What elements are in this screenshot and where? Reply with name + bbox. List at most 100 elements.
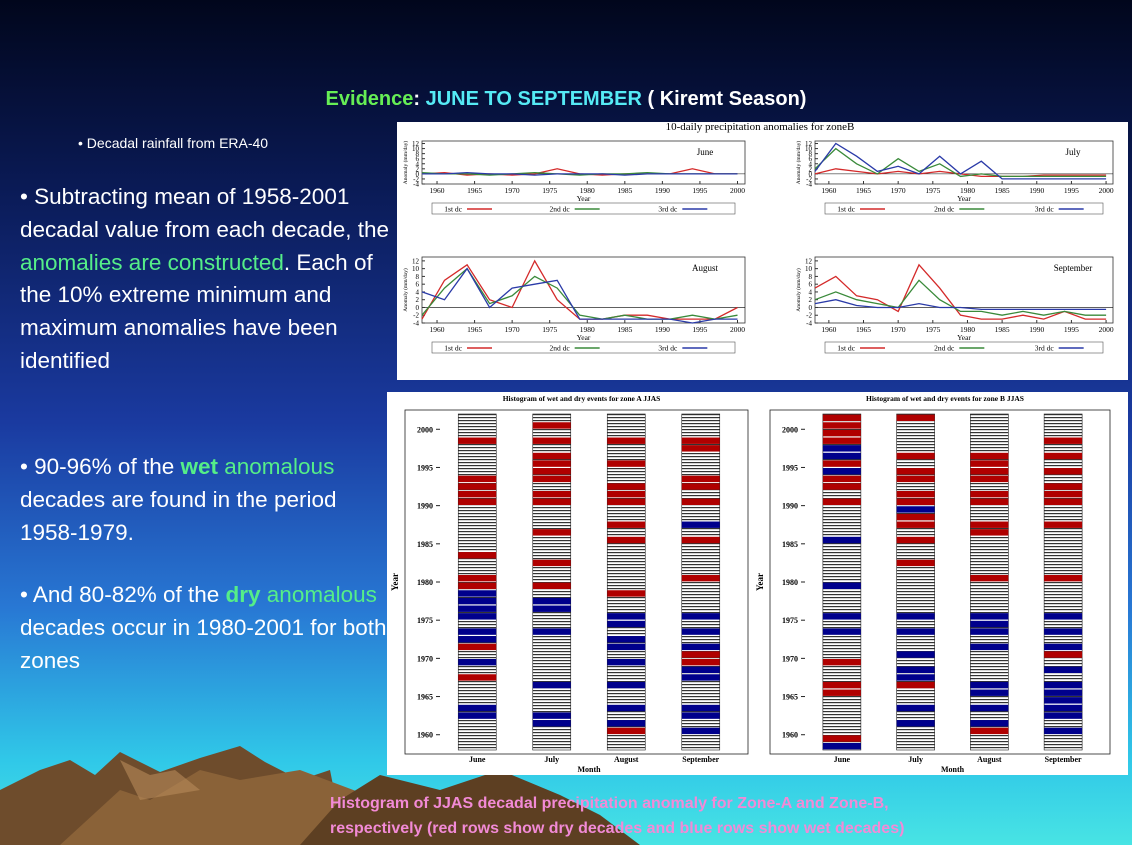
dry-decade (822, 475, 861, 483)
dry-decade (458, 674, 497, 681)
y-tick-label: 1965 (782, 693, 798, 702)
y-tick-label: 2000 (417, 425, 433, 434)
dry-decade (681, 437, 720, 444)
wet-decade (970, 689, 1009, 696)
x-tick-label: 1990 (655, 186, 670, 195)
y-tick-label: -4 (806, 181, 812, 189)
y-tick-label: 1975 (782, 616, 798, 625)
wet-decade (532, 720, 571, 727)
dry-decade (822, 422, 861, 429)
dry-decade (970, 468, 1009, 475)
wet-decade (458, 590, 497, 597)
dry-decade (532, 559, 571, 567)
x-tick-label: August (614, 755, 639, 764)
line-series (814, 263, 1107, 320)
y-tick-label: 0 (809, 304, 813, 312)
y-tick-label: 6 (809, 155, 813, 163)
dry-decade (970, 574, 1009, 582)
dry-decade (532, 475, 571, 483)
legend-label: 1st dc (444, 205, 462, 214)
title: Evidence: JUNE TO SEPTEMBER ( Kiremt Sea… (0, 88, 1132, 111)
caption: respectively (red rows show dry decades … (330, 820, 905, 837)
dry-decade (896, 536, 935, 544)
legend-label: 1st dc (837, 205, 855, 214)
wet-decade (822, 613, 861, 620)
bullet-text: anomalies are constructed (20, 249, 284, 275)
legend-box (824, 202, 1104, 215)
wet-decade (607, 613, 646, 620)
x-tick-label: June (834, 755, 851, 764)
y-tick-label: 1980 (417, 578, 433, 587)
y-tick-label: 1970 (782, 654, 798, 663)
y-axis-label: Anomaly (mm/day) (795, 268, 802, 312)
wet-decade (458, 704, 497, 712)
x-tick-label: June (469, 755, 486, 764)
x-tick-label: September (682, 755, 719, 764)
dry-decade (607, 727, 646, 735)
y-tick-label: 2 (809, 165, 813, 173)
dry-decade (458, 437, 497, 444)
x-tick-label: 1990 (655, 325, 670, 334)
line-series (814, 299, 1107, 311)
y-axis-label: Anomaly (mm/day) (795, 141, 802, 185)
dry-decade (822, 689, 861, 696)
wet-decade (607, 720, 646, 727)
dry-decade (896, 681, 935, 689)
y-tick-label: 1975 (417, 616, 433, 625)
wet-decade (607, 620, 646, 628)
dry-decade (458, 498, 497, 506)
dry-decade (896, 452, 935, 460)
dry-decade (1044, 483, 1083, 490)
wet-decade (607, 658, 646, 666)
dry-decade (607, 437, 646, 444)
plot-frame (404, 409, 749, 755)
x-tick-label: 1980 (960, 186, 975, 195)
wet-decade (970, 704, 1009, 712)
y-tick-label: 1970 (417, 654, 433, 663)
wet-decade (681, 643, 720, 651)
wet-decade (1044, 704, 1083, 712)
y-tick-label: -2 (806, 312, 812, 320)
y-tick-label: 1980 (782, 578, 798, 587)
dry-decade (896, 521, 935, 528)
wet-decade (822, 536, 861, 544)
bullet: • Subtracting mean of 1958-2001 decadal … (20, 181, 390, 378)
y-tick-label: 1995 (417, 463, 433, 472)
wet-decade (607, 636, 646, 643)
x-tick-label: 1990 (1029, 325, 1044, 334)
dry-decade (1044, 574, 1083, 582)
y-tick-label: 1990 (782, 502, 798, 511)
dry-decade (1044, 437, 1083, 444)
bullet-text: • Decadal rainfall from ERA-40 (78, 135, 269, 151)
panel-label: June (697, 147, 714, 157)
y-tick-label: 0 (416, 170, 420, 178)
dry-decade (970, 452, 1009, 460)
legend-box (431, 341, 736, 354)
wet-decade (681, 628, 720, 635)
legend-label: 1st dc (837, 344, 855, 353)
dry-decade (1044, 498, 1083, 506)
dry-decade (822, 429, 861, 437)
y-tick-label: 1990 (417, 502, 433, 511)
wet-decade (970, 681, 1009, 689)
wet-decade (970, 720, 1009, 727)
x-tick-label: 1960 (430, 325, 445, 334)
dry-decade (681, 658, 720, 666)
y-tick-label: 10 (805, 145, 813, 153)
bullet-text: • Subtracting mean of 1958-2001 decadal … (20, 184, 389, 242)
wet-decade (822, 452, 861, 460)
bullet-text: . Each of the 10% extreme minimum and ma… (20, 249, 373, 373)
wet-decade (1044, 666, 1083, 674)
y-tick-label: 4 (416, 160, 420, 168)
x-tick-label: 1985 (617, 325, 632, 334)
dry-decade (1044, 468, 1083, 475)
dry-decade (607, 490, 646, 498)
dry-decade (681, 445, 720, 452)
dry-decade (681, 475, 720, 483)
y-tick-label: -4 (806, 320, 812, 328)
legend-label: 3rd dc (658, 344, 678, 353)
x-tick-label: August (977, 755, 1002, 764)
wet-decade (896, 674, 935, 681)
y-tick-label: 4 (809, 288, 813, 296)
